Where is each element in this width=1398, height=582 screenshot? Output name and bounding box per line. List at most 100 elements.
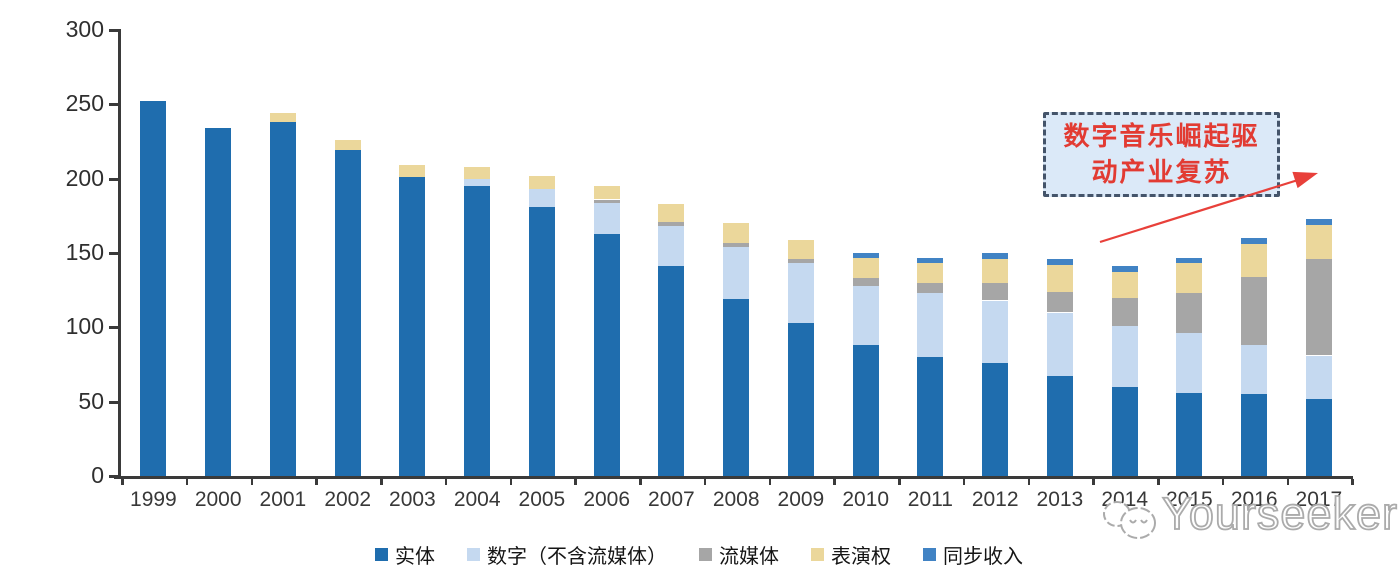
bar-segment bbox=[658, 203, 685, 222]
x-axis-tick bbox=[1157, 479, 1160, 485]
bar-segment bbox=[528, 189, 555, 207]
x-tick-label: 2013 bbox=[1036, 488, 1084, 511]
bar-segment bbox=[917, 263, 944, 283]
bar-segment bbox=[1176, 293, 1203, 334]
y-axis-line bbox=[118, 29, 121, 477]
y-tick-label: 250 bbox=[65, 90, 104, 117]
bar-segment bbox=[269, 122, 296, 476]
bar-segment bbox=[1305, 218, 1332, 225]
x-tick-label: 2012 bbox=[971, 488, 1019, 511]
x-axis-tick bbox=[1092, 479, 1095, 485]
x-tick-label: 2015 bbox=[1166, 488, 1213, 511]
legend-label: 流媒体 bbox=[719, 545, 779, 568]
legend-item: 实体 bbox=[375, 540, 435, 569]
legend-swatch-icon bbox=[467, 547, 480, 561]
bar-segment bbox=[593, 186, 620, 200]
bar-segment bbox=[593, 233, 620, 476]
bar-segment bbox=[852, 257, 879, 279]
x-axis-tick bbox=[444, 479, 448, 485]
legend-swatch-icon bbox=[811, 547, 824, 561]
bar-segment bbox=[917, 282, 944, 294]
y-axis-tick bbox=[109, 103, 119, 107]
x-axis-tick bbox=[833, 479, 836, 485]
bar-segment bbox=[1111, 297, 1138, 326]
bar-segment bbox=[917, 293, 944, 357]
watermark: Yourseeker bbox=[1100, 487, 1398, 546]
bar-segment bbox=[982, 258, 1009, 283]
legend-item: 流媒体 bbox=[699, 540, 779, 569]
bar-segment bbox=[1241, 394, 1268, 476]
bar-segment bbox=[1176, 263, 1203, 294]
bar-segment bbox=[334, 150, 361, 476]
x-axis-line bbox=[114, 476, 1354, 479]
x-axis-tick bbox=[962, 479, 966, 485]
x-tick-label: 2001 bbox=[259, 488, 307, 511]
bar-segment bbox=[1046, 312, 1073, 377]
bar-segment bbox=[852, 285, 879, 346]
bar-segment bbox=[852, 253, 879, 258]
legend-label: 表演权 bbox=[831, 545, 891, 568]
x-axis-tick bbox=[1351, 479, 1354, 485]
x-axis-tick bbox=[1027, 479, 1030, 485]
yourseeker-logo-icon bbox=[1103, 501, 1156, 539]
x-tick-label: 2007 bbox=[648, 488, 695, 511]
legend-label: 实体 bbox=[395, 545, 435, 568]
annotation-text-line2: 动产业复苏 bbox=[1091, 156, 1232, 187]
bar-segment bbox=[140, 101, 167, 476]
bar-segment bbox=[593, 199, 620, 203]
bar-segment bbox=[1176, 257, 1203, 264]
x-axis-tick bbox=[574, 479, 577, 485]
y-tick-label: 150 bbox=[65, 239, 104, 265]
x-tick-label: 2008 bbox=[712, 488, 760, 511]
x-axis-tick bbox=[250, 479, 253, 485]
x-tick-label: 2002 bbox=[324, 488, 372, 511]
x-tick-label: 1999 bbox=[130, 488, 177, 511]
bar-segment bbox=[464, 178, 491, 187]
x-tick-label: 2000 bbox=[194, 488, 242, 511]
x-axis-tick bbox=[768, 479, 771, 485]
bar-segment bbox=[1176, 392, 1203, 476]
bar-segment bbox=[1241, 244, 1268, 277]
bar-segment bbox=[723, 223, 750, 243]
x-axis-tick bbox=[121, 479, 124, 485]
x-axis-tick bbox=[898, 479, 901, 485]
watermark-text: Yourseeker bbox=[1161, 487, 1398, 540]
bar-segment bbox=[787, 263, 814, 323]
bar-segment bbox=[464, 186, 491, 476]
x-tick-label: 2005 bbox=[518, 488, 566, 511]
legend-swatch-icon bbox=[375, 547, 388, 561]
y-axis-tick bbox=[109, 252, 119, 255]
bar-segment bbox=[399, 177, 426, 476]
x-tick-label: 2011 bbox=[907, 488, 953, 511]
bar-segment bbox=[658, 266, 685, 476]
bar-segment bbox=[1046, 291, 1073, 313]
y-tick-label: 200 bbox=[65, 164, 104, 191]
bar-segment bbox=[1241, 276, 1268, 346]
bar-segment bbox=[464, 166, 491, 179]
legend: 实体 数字（不含流媒体） 流媒体 表演权 同步收入 bbox=[0, 540, 1398, 568]
bar-segment bbox=[1111, 266, 1138, 273]
y-tick-label: 50 bbox=[78, 387, 104, 414]
bar-segment bbox=[528, 175, 555, 190]
annotation-callout: 数字音乐崛起驱 动产业复苏 bbox=[1043, 112, 1280, 197]
bar-segment bbox=[205, 128, 232, 476]
x-tick-label: 2017 bbox=[1295, 488, 1343, 511]
legend-label: 数字（不含流媒体） bbox=[487, 545, 667, 568]
legend-item: 表演权 bbox=[811, 540, 891, 569]
bar-segment bbox=[982, 363, 1009, 476]
bar-segment bbox=[528, 206, 555, 476]
bar-segment bbox=[399, 165, 426, 178]
bar-segment bbox=[1305, 258, 1332, 356]
legend-label: 同步收入 bbox=[943, 545, 1023, 568]
bar-segment bbox=[658, 226, 685, 267]
x-axis-tick bbox=[509, 479, 512, 485]
bar-segment bbox=[593, 202, 620, 234]
y-tick-label: 0 bbox=[91, 462, 104, 488]
y-tick-label: 300 bbox=[65, 16, 104, 42]
bar-segment bbox=[787, 322, 814, 476]
bar-segment bbox=[917, 357, 944, 476]
bar-segment bbox=[1305, 398, 1332, 476]
bar-segment bbox=[852, 278, 879, 286]
bar-segment bbox=[658, 221, 685, 227]
